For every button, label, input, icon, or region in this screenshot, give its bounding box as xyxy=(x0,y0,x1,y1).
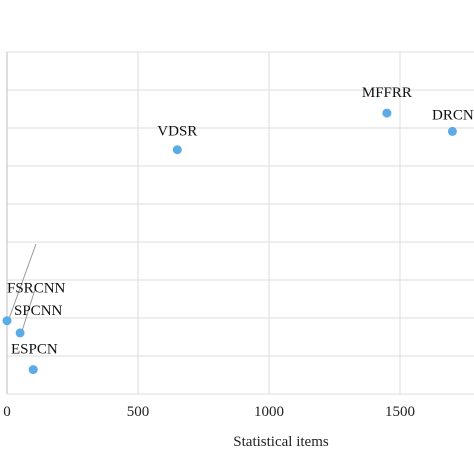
x-tick-label: 0 xyxy=(3,404,11,420)
x-tick-label: 1500 xyxy=(385,404,415,420)
leader-lines xyxy=(8,243,37,332)
x-tick-label: 1000 xyxy=(254,404,284,420)
data-points xyxy=(2,108,457,375)
scatter-point xyxy=(447,126,457,136)
scatter-point xyxy=(382,108,392,118)
point-label: VDSR xyxy=(157,124,197,140)
x-tick-labels: 0 500 1000 1500 xyxy=(3,404,415,420)
x-axis-title: Statistical items xyxy=(233,434,329,450)
point-labels: FSRCNN SPCNN ESPCN VDSR MFFRR DRCN xyxy=(7,85,474,358)
point-label: ESPCN xyxy=(11,342,58,358)
scatter-point xyxy=(28,365,38,375)
x-tick-label: 500 xyxy=(127,404,150,420)
point-label: FSRCNN xyxy=(7,281,66,297)
point-label: DRCN xyxy=(432,107,474,123)
scatter-point xyxy=(15,328,25,338)
point-label: SPCNN xyxy=(14,303,63,319)
point-label: MFFRR xyxy=(362,85,412,101)
leader-line xyxy=(21,285,37,332)
scatter-point xyxy=(172,145,182,155)
scatter-point xyxy=(2,316,12,326)
grid xyxy=(7,51,474,395)
leader-line xyxy=(8,243,37,319)
